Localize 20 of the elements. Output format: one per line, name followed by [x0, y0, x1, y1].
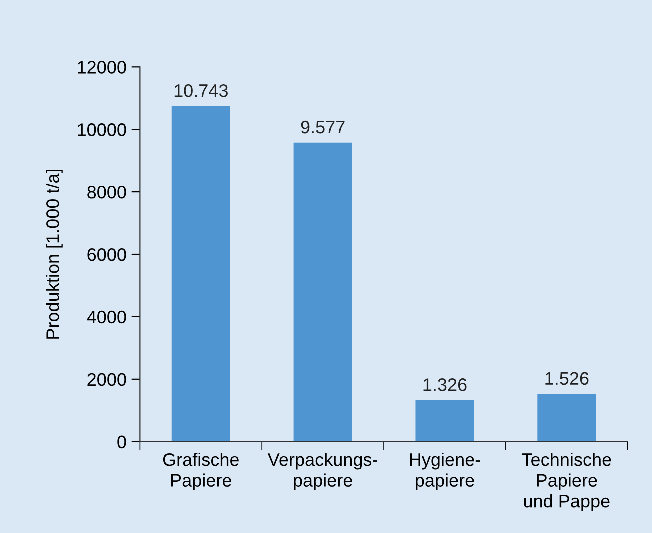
x-tick-label: Hygiene- papiere	[410, 452, 480, 491]
bar	[294, 142, 352, 442]
y-tick-label: 8000	[88, 186, 126, 199]
bar	[416, 400, 474, 442]
x-tick-label: Technische Papiere und Pappe	[522, 452, 612, 512]
data-label: 1.326	[424, 378, 467, 392]
y-tick-label: 10000	[78, 124, 126, 136]
data-label: 10.743	[174, 84, 228, 98]
y-tick-label: 4000	[87, 310, 126, 324]
y-axis-title: Produktion [1.000 t/a]	[46, 170, 63, 339]
y-tick-label: 2000	[88, 373, 126, 386]
x-tick-label: Grafische Papiere	[163, 452, 239, 491]
y-tick-label: 12000	[78, 61, 126, 74]
y-tick-label: 6000	[88, 248, 126, 262]
x-tick-label: Verpackungs- papiere	[268, 452, 378, 491]
y-tick-label: 0	[118, 436, 126, 449]
data-label: 9.577	[301, 120, 345, 134]
bar	[172, 106, 230, 442]
data-label: 1.526	[546, 372, 589, 386]
bar	[538, 394, 596, 442]
